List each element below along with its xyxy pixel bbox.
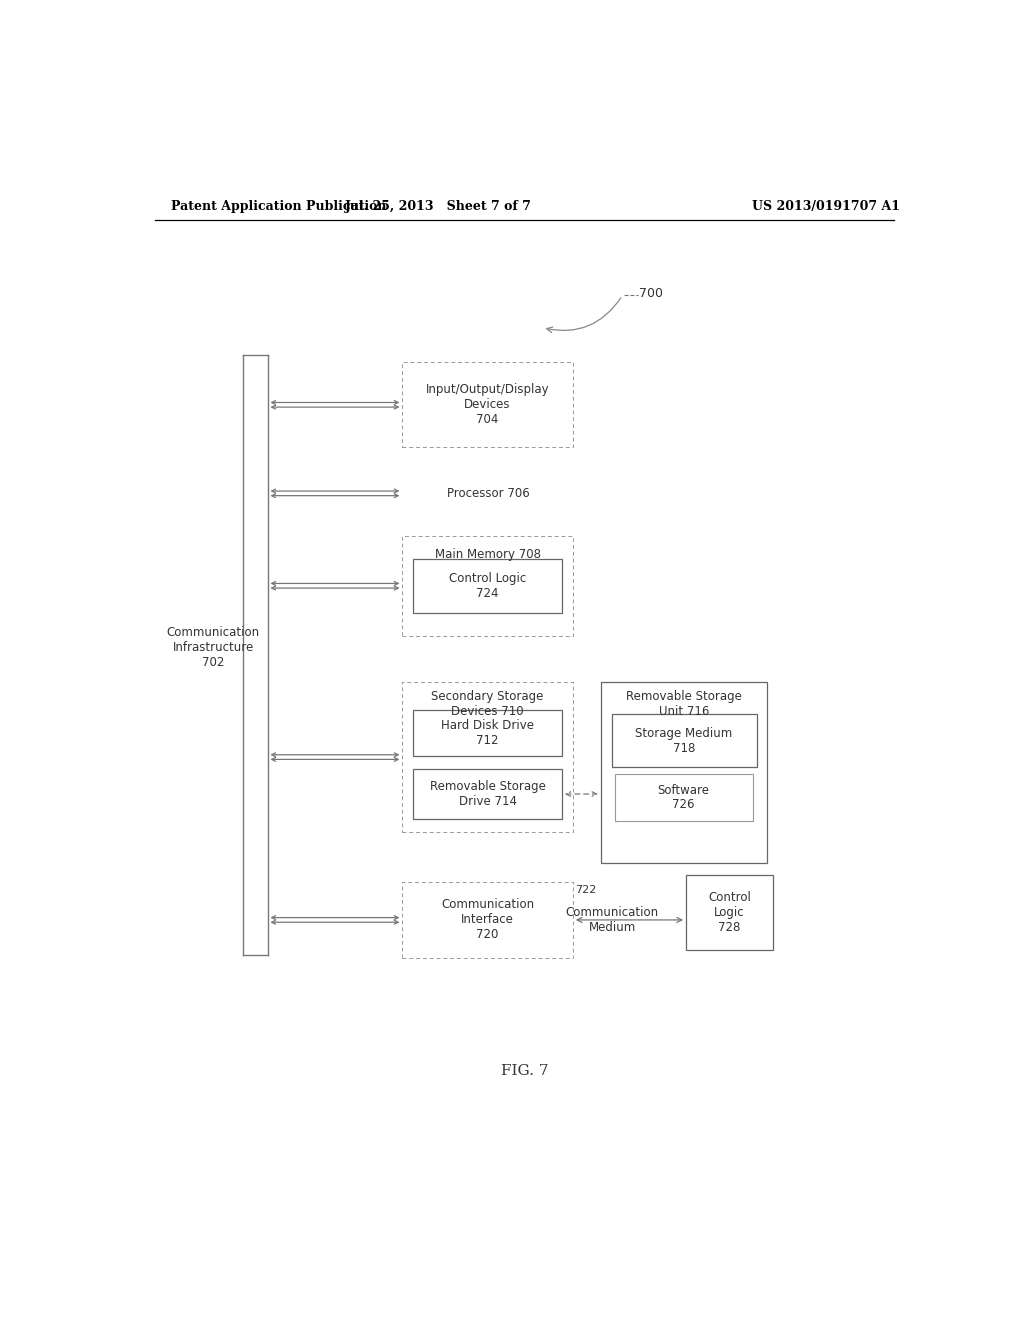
Bar [402, 363, 572, 447]
Text: Processor 706: Processor 706 [447, 487, 529, 500]
Text: Control
Logic
728: Control Logic 728 [708, 891, 751, 933]
Text: Communication
Interface
720: Communication Interface 720 [441, 899, 535, 941]
Bar [414, 710, 562, 756]
Bar [686, 875, 773, 950]
Text: Control Logic
724: Control Logic 724 [449, 572, 526, 599]
Bar [402, 882, 572, 958]
Text: Removable Storage
Drive 714: Removable Storage Drive 714 [430, 780, 546, 808]
Bar [414, 558, 562, 612]
Text: 722: 722 [575, 884, 597, 895]
Text: Communication
Medium: Communication Medium [566, 906, 658, 935]
Text: Software
726: Software 726 [657, 784, 710, 812]
Text: Hard Disk Drive
712: Hard Disk Drive 712 [441, 719, 535, 747]
Text: FIG. 7: FIG. 7 [501, 1064, 549, 1078]
Bar [614, 775, 753, 821]
Text: US 2013/0191707 A1: US 2013/0191707 A1 [752, 199, 899, 213]
Text: Removable Storage
Unit 716: Removable Storage Unit 716 [626, 689, 742, 718]
Bar [402, 682, 572, 832]
Bar [601, 682, 767, 863]
Text: Communication
Infrastructure
702: Communication Infrastructure 702 [167, 626, 260, 669]
Text: Input/Output/Display
Devices
704: Input/Output/Display Devices 704 [426, 383, 550, 426]
Text: Patent Application Publication: Patent Application Publication [171, 199, 386, 213]
Text: Main Memory 708: Main Memory 708 [434, 548, 541, 561]
Text: Storage Medium
718: Storage Medium 718 [636, 726, 733, 755]
Bar [414, 770, 562, 818]
Bar [611, 714, 757, 767]
Text: 700: 700 [640, 286, 664, 300]
Text: Jul. 25, 2013   Sheet 7 of 7: Jul. 25, 2013 Sheet 7 of 7 [344, 199, 531, 213]
Bar [402, 536, 572, 636]
Text: Secondary Storage
Devices 710: Secondary Storage Devices 710 [431, 689, 544, 718]
